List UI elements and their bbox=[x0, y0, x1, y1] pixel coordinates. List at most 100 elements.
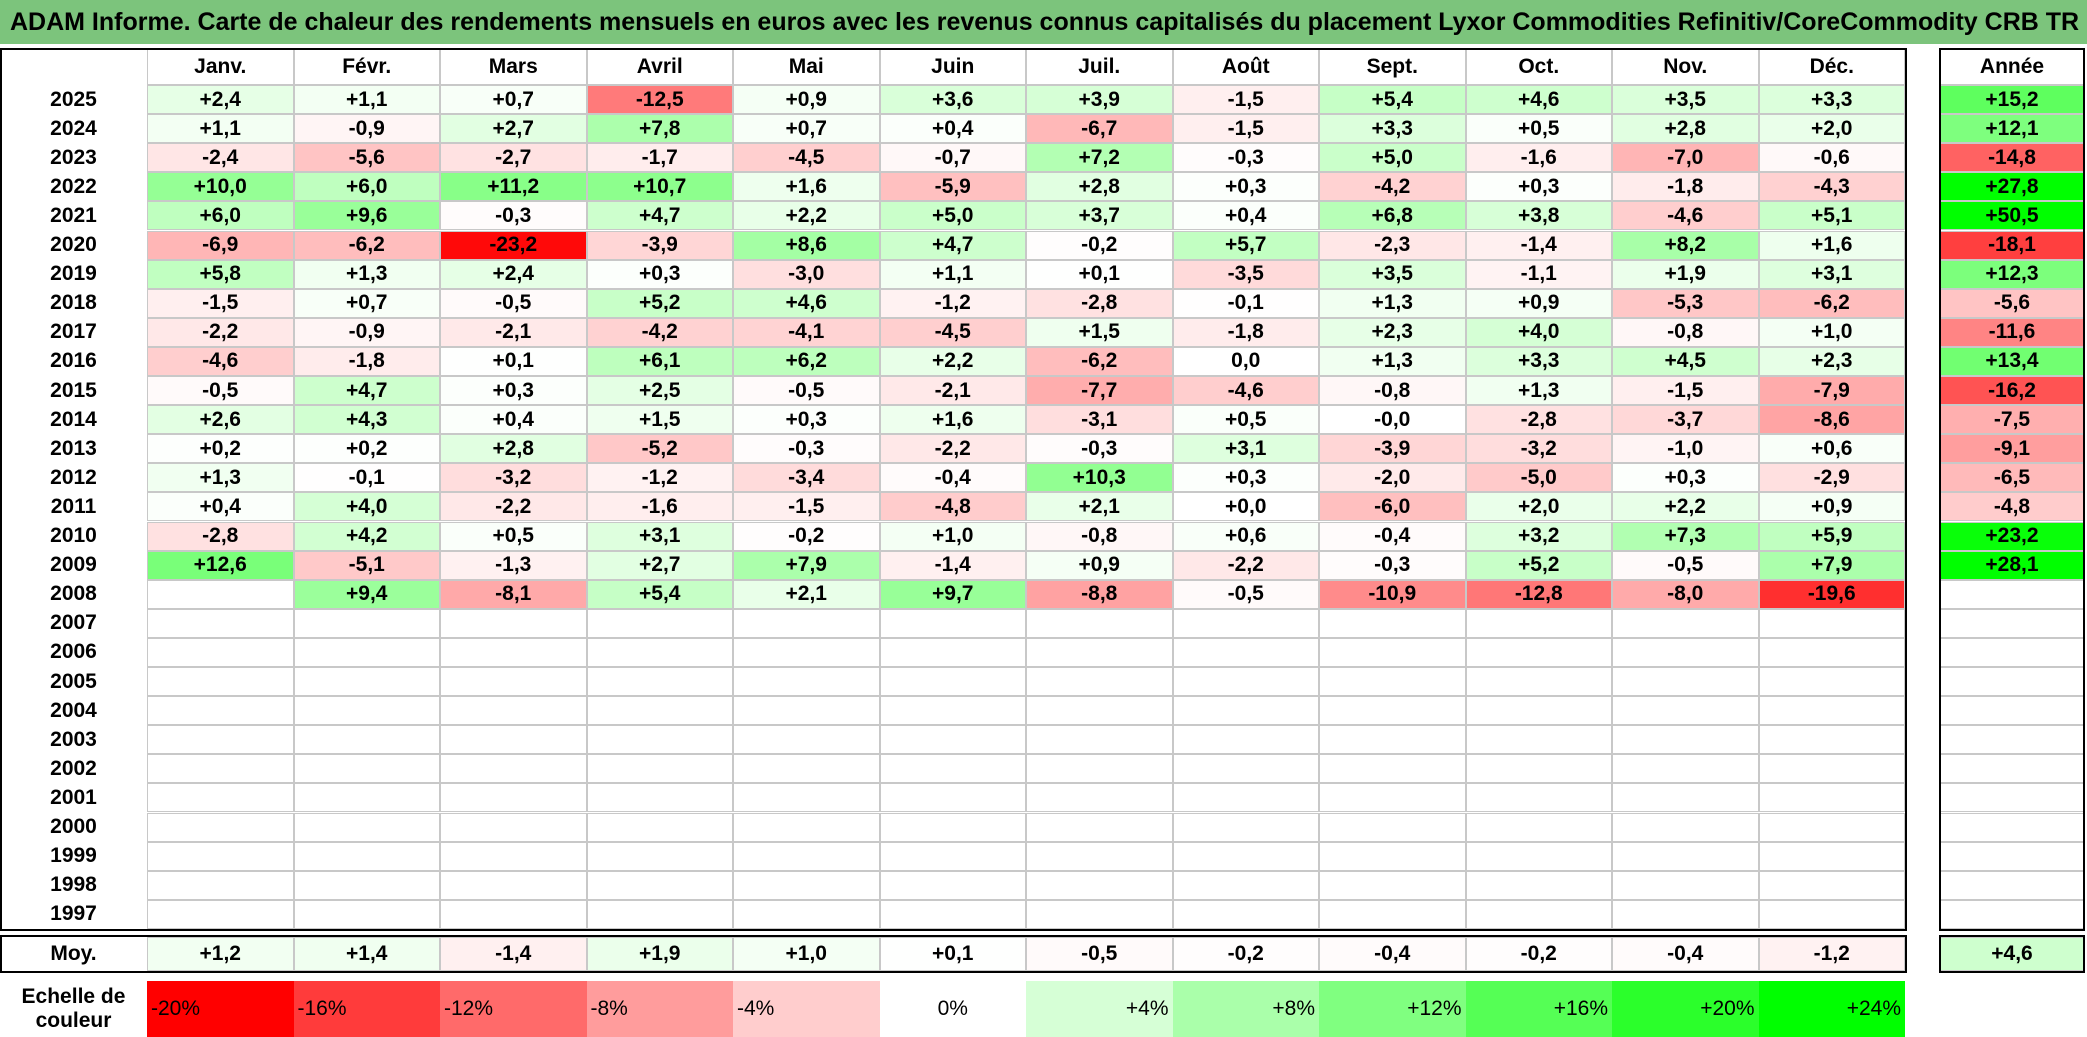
year-label: 2019 bbox=[50, 262, 97, 286]
heatmap-cell: -1,0 bbox=[1612, 434, 1759, 464]
heatmap-cell: +6,0 bbox=[147, 201, 294, 231]
heatmap-cell bbox=[293, 608, 440, 638]
heatmap-cell: -0,5 bbox=[147, 376, 294, 406]
heatmap-cell: -8,8 bbox=[1026, 579, 1173, 609]
heatmap-cell bbox=[1026, 725, 1173, 755]
month-header: Janv. bbox=[147, 48, 294, 85]
heatmap-cell: -10,9 bbox=[1319, 579, 1466, 609]
heatmap-cell: +0,9 bbox=[1758, 492, 1905, 522]
heatmap-cell bbox=[1026, 667, 1173, 697]
heatmap-cell: +7,9 bbox=[1758, 550, 1905, 580]
heatmap-cell bbox=[440, 841, 587, 871]
heatmap-cell: +0,0 bbox=[1172, 492, 1319, 522]
heatmap-cell bbox=[1026, 812, 1173, 842]
annual-header: Année bbox=[1939, 48, 2085, 85]
heatmap-cell: +11,2 bbox=[440, 172, 587, 202]
month-header: Avril bbox=[586, 48, 733, 85]
heatmap-cell: -5,2 bbox=[586, 434, 733, 464]
heatmap-cell bbox=[586, 608, 733, 638]
heatmap-cell bbox=[1172, 754, 1319, 784]
average-cell: -0,5 bbox=[1026, 936, 1173, 971]
year-label: 2020 bbox=[50, 233, 97, 257]
heatmap-cell bbox=[1319, 667, 1466, 697]
heatmap-cell: -5,1 bbox=[293, 550, 440, 580]
heatmap-cell: +8,6 bbox=[733, 230, 880, 260]
heatmap-cell bbox=[1172, 696, 1319, 726]
heatmap-cell: +4,7 bbox=[586, 201, 733, 231]
heatmap-cell bbox=[1465, 870, 1612, 900]
heatmap-cell: -2,8 bbox=[1465, 405, 1612, 435]
heatmap-cell bbox=[1758, 783, 1905, 813]
year-label: 2006 bbox=[50, 640, 97, 664]
month-header: Mai bbox=[733, 48, 880, 85]
heatmap-cell bbox=[1026, 696, 1173, 726]
heatmap-cell bbox=[1319, 754, 1466, 784]
heatmap-cell bbox=[733, 725, 880, 755]
heatmap-cell bbox=[1758, 841, 1905, 871]
heatmap-cell: +0,3 bbox=[440, 376, 587, 406]
heatmap-cell: -7,9 bbox=[1758, 376, 1905, 406]
heatmap-cell: -12,8 bbox=[1465, 579, 1612, 609]
color-scale-stop: +8% bbox=[1172, 980, 1319, 1037]
year-label: 2007 bbox=[50, 611, 97, 635]
heatmap-cell: +2,0 bbox=[1758, 114, 1905, 144]
heatmap-cell: +3,3 bbox=[1319, 114, 1466, 144]
heatmap-cell bbox=[1319, 637, 1466, 667]
heatmap-cell: +6,8 bbox=[1319, 201, 1466, 231]
heatmap-cell bbox=[1612, 696, 1759, 726]
annual-cell bbox=[1939, 899, 2085, 929]
heatmap-cell bbox=[1465, 608, 1612, 638]
heatmap-cell: -1,6 bbox=[586, 492, 733, 522]
heatmap-cell: +5,8 bbox=[147, 259, 294, 289]
heatmap-cell bbox=[879, 754, 1026, 784]
heatmap-cell: -1,2 bbox=[586, 463, 733, 493]
heatmap-cell bbox=[440, 667, 587, 697]
color-scale-stop: -16% bbox=[293, 980, 440, 1037]
annual-cell bbox=[1939, 608, 2085, 638]
heatmap-cell: -3,1 bbox=[1026, 405, 1173, 435]
heatmap-cell: -3,0 bbox=[733, 259, 880, 289]
heatmap-cell: +3,5 bbox=[1319, 259, 1466, 289]
heatmap-cell: +0,3 bbox=[1172, 463, 1319, 493]
heatmap-cell: -6,7 bbox=[1026, 114, 1173, 144]
heatmap-cell: -0,3 bbox=[733, 434, 880, 464]
heatmap-cell bbox=[1465, 812, 1612, 842]
heatmap-cell: -5,3 bbox=[1612, 288, 1759, 318]
heatmap-cell: -3,2 bbox=[1465, 434, 1612, 464]
heatmap-cell bbox=[1319, 870, 1466, 900]
color-scale-stop: -4% bbox=[733, 980, 880, 1037]
year-label: 2005 bbox=[50, 669, 97, 693]
heatmap-cell bbox=[1172, 637, 1319, 667]
year-label: 2012 bbox=[50, 465, 97, 489]
annual-cell bbox=[1939, 812, 2085, 842]
heatmap-cell: -0,5 bbox=[1612, 550, 1759, 580]
heatmap-cell: +9,4 bbox=[293, 579, 440, 609]
heatmap-cell: +0,3 bbox=[1612, 463, 1759, 493]
heatmap-cell: 0,0 bbox=[1172, 346, 1319, 376]
heatmap-cell: -0,2 bbox=[1026, 230, 1173, 260]
heatmap-cell bbox=[586, 667, 733, 697]
average-cell: +0,1 bbox=[879, 936, 1026, 971]
heatmap-cell: -0,8 bbox=[1612, 317, 1759, 347]
heatmap-cell: -4,8 bbox=[879, 492, 1026, 522]
heatmap-cell bbox=[586, 841, 733, 871]
heatmap-cell: -0,8 bbox=[1026, 521, 1173, 551]
heatmap-cell: -4,6 bbox=[147, 346, 294, 376]
heatmap-cell: -1,7 bbox=[586, 143, 733, 173]
annual-cell: -18,1 bbox=[1939, 230, 2085, 260]
heatmap-cell: -1,8 bbox=[1612, 172, 1759, 202]
heatmap-cell bbox=[1172, 899, 1319, 929]
heatmap-cell: -1,4 bbox=[879, 550, 1026, 580]
heatmap-cell: +4,5 bbox=[1612, 346, 1759, 376]
heatmap-cell: +5,9 bbox=[1758, 521, 1905, 551]
heatmap-cell: -19,6 bbox=[1758, 579, 1905, 609]
heatmap-cell: +9,6 bbox=[293, 201, 440, 231]
heatmap-cell bbox=[1026, 637, 1173, 667]
average-cell: +1,2 bbox=[147, 936, 294, 971]
heatmap-cell: +6,2 bbox=[733, 346, 880, 376]
heatmap-cell bbox=[733, 754, 880, 784]
heatmap-cell bbox=[733, 841, 880, 871]
heatmap-cell: +1,3 bbox=[293, 259, 440, 289]
heatmap-cell: +2,5 bbox=[586, 376, 733, 406]
heatmap-cell: +0,4 bbox=[1172, 201, 1319, 231]
